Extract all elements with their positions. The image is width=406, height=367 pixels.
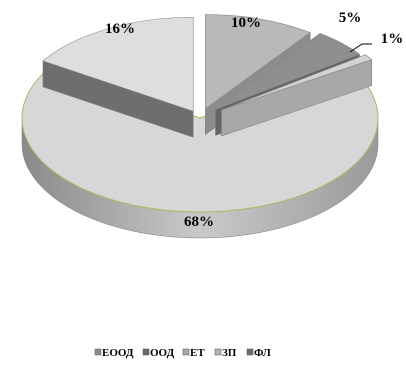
legend: ЕООД ООД ЕТ ЗП ФЛ	[94, 347, 272, 359]
slice-top	[42, 16, 194, 112]
legend-swatch	[142, 348, 150, 356]
legend-swatch	[246, 348, 254, 356]
data-label-фл: 16%	[105, 21, 135, 37]
pie-slice-ет	[221, 54, 373, 137]
legend-swatch	[94, 348, 102, 356]
slice-top	[221, 54, 373, 111]
pie-slices	[21, 14, 379, 239]
leader-line	[349, 43, 372, 53]
slice-top	[215, 33, 361, 110]
data-labels: 10% 5% 1% 68% 16%	[105, 10, 403, 230]
legend-label: ЕТ	[190, 347, 205, 359]
legend-label: ООД	[150, 347, 175, 359]
pie-slice-фл	[42, 16, 194, 138]
legend-item-еоод: ЕООД	[94, 347, 134, 359]
legend-item-фл: ФЛ	[246, 347, 272, 359]
data-label-ет: 1%	[381, 31, 404, 47]
slice-top	[205, 14, 311, 110]
legend-swatch	[214, 348, 222, 356]
data-label-оод: 5%	[339, 10, 362, 26]
legend-label: ЗП	[222, 347, 237, 359]
legend-item-зп: ЗП	[214, 347, 237, 359]
legend-label: ФЛ	[254, 347, 272, 359]
legend-swatch	[182, 348, 190, 356]
legend-item-ет: ЕТ	[182, 347, 205, 359]
legend-label: ЕООД	[102, 347, 134, 359]
data-label-зп: 68%	[184, 214, 214, 230]
data-label-еоод: 10%	[231, 15, 261, 31]
legend-item-оод: ООД	[142, 347, 175, 359]
